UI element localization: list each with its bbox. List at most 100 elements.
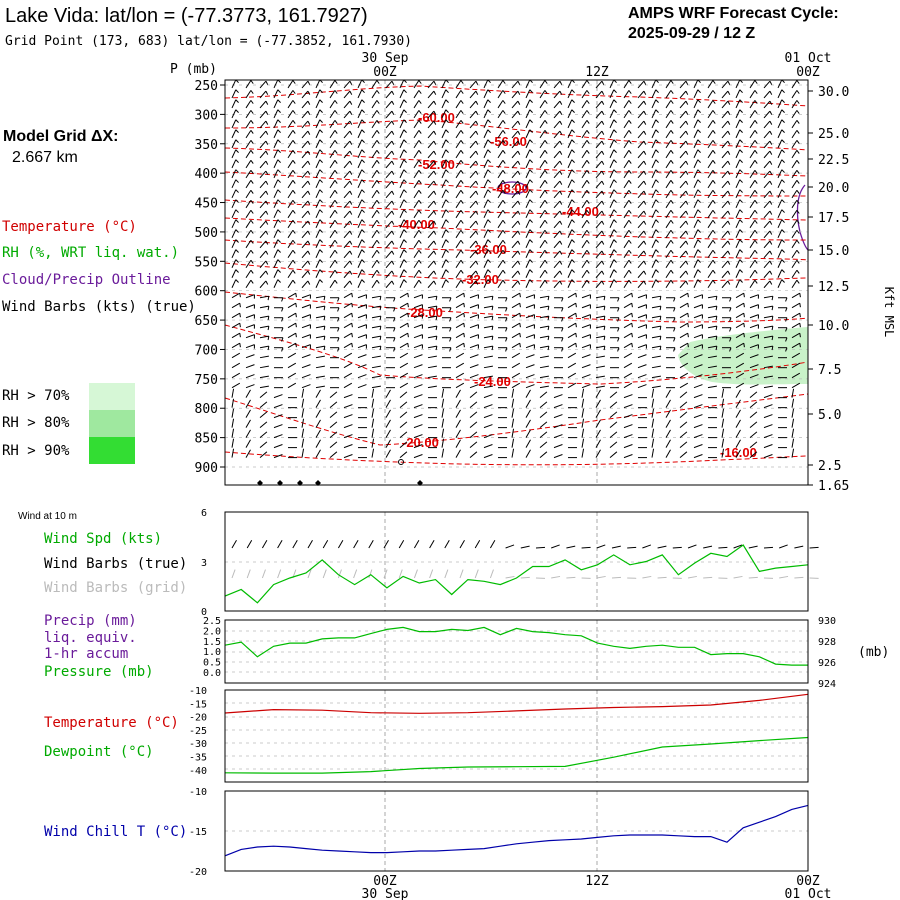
pressure-tick-label: 750 (195, 373, 218, 388)
wind-barb (525, 389, 531, 398)
wind-barb (497, 130, 506, 139)
wind-barb (651, 295, 662, 301)
wind-barb-flag (307, 170, 311, 175)
wind-barb-staff (315, 239, 321, 249)
wind-barb (399, 441, 408, 448)
wind-barb-staff (497, 249, 504, 259)
wind-barb-staff (735, 129, 741, 139)
surface-wind-barb-true (581, 546, 591, 549)
wind-barb-flag (586, 150, 590, 154)
wind-barb-staff (357, 109, 363, 119)
wind-barb-staff (287, 352, 297, 359)
wind-barb-flag (544, 219, 548, 224)
wind-barb-staff (497, 90, 504, 99)
wind-barb-staff (749, 401, 758, 409)
wind-barb (301, 80, 311, 89)
wind-barb (707, 90, 716, 99)
wind-barb (609, 229, 617, 239)
wind-barb-staff (301, 130, 309, 139)
wind-barb-staff (791, 382, 801, 389)
wind-barb-flag (631, 343, 633, 348)
wind-barb-flag (727, 280, 731, 285)
wind-barb-flag (601, 280, 605, 285)
wind-barb-flag (460, 170, 464, 174)
wind-barb (357, 304, 367, 309)
wind-barb (665, 239, 674, 249)
wind-barb (721, 100, 731, 109)
wind-barb-flag (517, 180, 521, 185)
wind-barb (329, 100, 338, 109)
wind-barb-staff (315, 345, 325, 349)
wind-barb-flag (517, 190, 521, 195)
wind-barb-flag (781, 99, 785, 103)
wind-barb-flag (613, 229, 617, 233)
precip-tick-label: 0.0 (203, 668, 221, 679)
wind-barb-staff (777, 239, 783, 249)
wind-barb-staff (511, 220, 519, 229)
wind-barb (301, 384, 311, 389)
wind-barb-staff (749, 334, 759, 339)
wind-barb (497, 170, 506, 179)
wind-barb-flag (601, 230, 605, 235)
wind-barb (427, 160, 437, 169)
wind-barb-flag (712, 100, 716, 104)
wind-barb-flag (463, 313, 465, 318)
surface-wind-barb-grid (429, 569, 434, 579)
wind-barb-flag (502, 160, 506, 164)
wind-barb-staff (553, 150, 561, 159)
wind-barb-flag (487, 229, 491, 233)
wind-barb-staff (259, 150, 267, 159)
wind-barb-flag (418, 180, 422, 184)
wind-barb (609, 401, 618, 409)
wind-barb-flag (559, 80, 563, 85)
wind-barb-flag (502, 180, 506, 184)
wind-barb-flag (613, 219, 617, 223)
wind-barb-staff (343, 352, 353, 359)
temp-tick-label: -10 (189, 686, 207, 697)
wind-barb (665, 429, 671, 438)
wind-barb-staff (511, 388, 515, 398)
wind-barb-flag (729, 337, 732, 342)
wind-barb (273, 414, 283, 419)
wind-barb (679, 170, 689, 179)
wind-barb (329, 269, 338, 279)
wind-barb-flag (449, 337, 452, 342)
wind-barb (483, 259, 491, 268)
wind-barb-flag (643, 140, 647, 145)
wind-barb-staff (357, 79, 363, 89)
wind-barb-staff (595, 355, 605, 359)
wind-barb-flag (727, 100, 731, 105)
wind-barb (778, 337, 788, 342)
wind-barb (371, 160, 380, 169)
wind-barb (637, 130, 647, 139)
wind-barb (455, 189, 464, 199)
wind-barb-staff (469, 90, 477, 99)
kft-tick-label: 22.5 (818, 153, 849, 168)
wind-barb-staff (483, 414, 493, 419)
wind-barb-staff (763, 250, 771, 259)
wind-barb (693, 229, 701, 239)
wind-barb-flag (319, 179, 323, 183)
wind-barb-staff (679, 260, 687, 269)
wind-barb-staff (721, 260, 729, 269)
wind-barb-flag (334, 279, 338, 284)
wind-barb (595, 80, 605, 89)
wind-barb-staff (763, 424, 773, 429)
wind-barb-staff (371, 170, 378, 179)
wind-barb (371, 170, 380, 179)
wind-barb-staff (385, 90, 393, 99)
wind-barb (735, 269, 743, 278)
wind-barb-flag (235, 249, 239, 253)
wind-barb-staff (455, 170, 462, 179)
wind-barb-staff (651, 388, 655, 398)
wind-barb-flag (267, 326, 270, 331)
wind-barb-flag (445, 189, 449, 193)
wind-barb-staff (371, 120, 378, 129)
wind-barb (637, 374, 647, 379)
wind-barb-flag (655, 99, 659, 103)
wind-tick-6: 6 (201, 508, 207, 519)
wind-barb-staff (483, 109, 489, 119)
wind-barb (581, 170, 590, 179)
surface-wind-barb-true (277, 539, 283, 549)
wind-barb-staff (609, 451, 618, 458)
